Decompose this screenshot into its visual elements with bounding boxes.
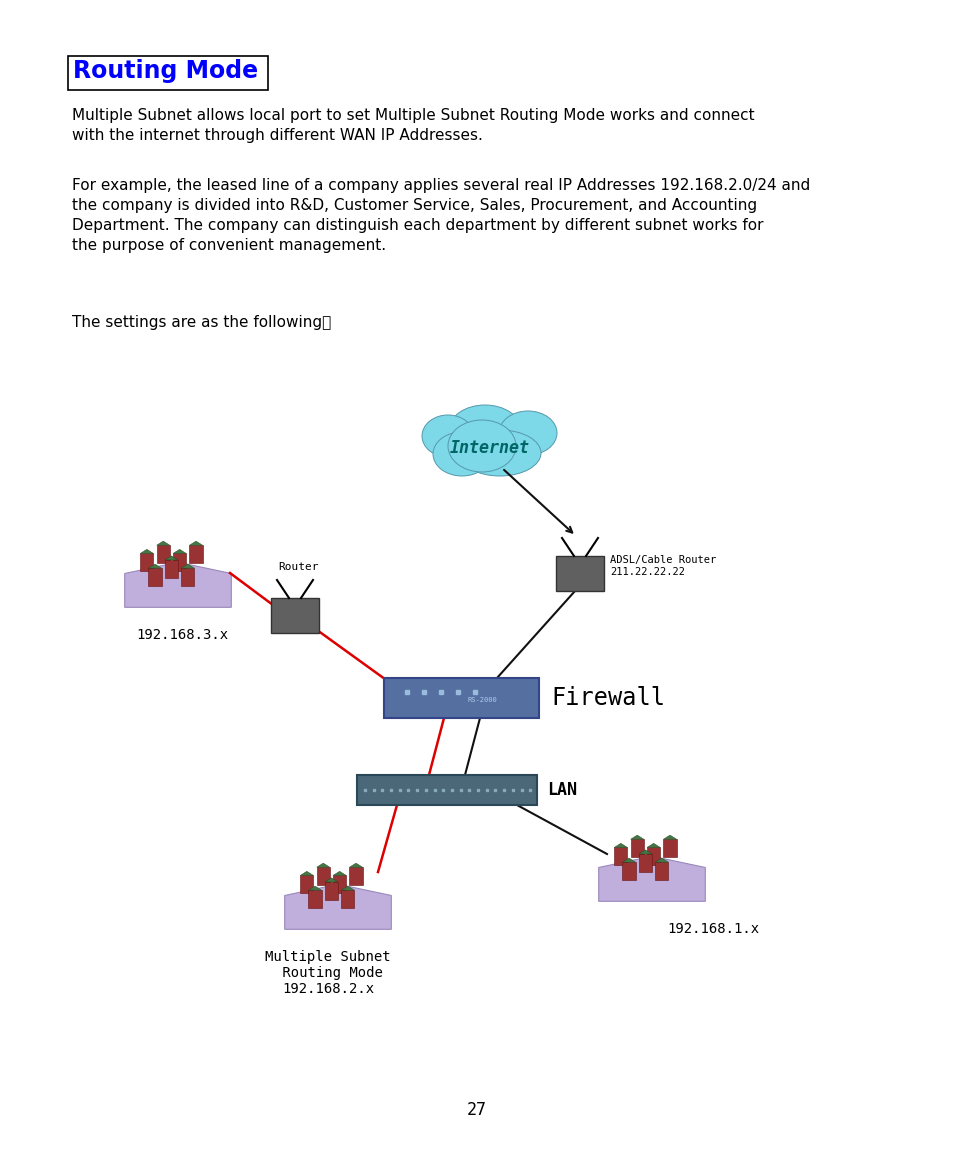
Bar xyxy=(614,848,627,865)
Bar xyxy=(621,862,635,880)
Ellipse shape xyxy=(498,411,557,455)
Text: Internet: Internet xyxy=(450,439,530,457)
Bar xyxy=(181,568,194,587)
Polygon shape xyxy=(621,858,635,862)
Text: Routing Mode: Routing Mode xyxy=(73,59,258,83)
Bar xyxy=(190,545,202,564)
Bar xyxy=(165,560,178,578)
Bar xyxy=(172,553,186,572)
Polygon shape xyxy=(639,850,651,854)
Polygon shape xyxy=(349,863,362,867)
Bar xyxy=(356,775,537,805)
Bar xyxy=(333,875,346,894)
Bar xyxy=(271,598,318,633)
Polygon shape xyxy=(149,564,161,568)
Bar xyxy=(140,553,153,572)
Text: ADSL/Cable Router
211.22.22.22: ADSL/Cable Router 211.22.22.22 xyxy=(609,556,716,576)
Bar xyxy=(556,556,603,591)
Polygon shape xyxy=(300,871,314,875)
Text: the purpose of convenient management.: the purpose of convenient management. xyxy=(71,238,386,253)
Ellipse shape xyxy=(449,405,520,455)
Text: 27: 27 xyxy=(467,1101,486,1119)
Ellipse shape xyxy=(448,420,516,472)
Polygon shape xyxy=(284,885,391,930)
Bar xyxy=(149,568,161,587)
Text: the company is divided into R&D, Customer Service, Sales, Procurement, and Accou: the company is divided into R&D, Custome… xyxy=(71,198,757,213)
Bar xyxy=(639,854,651,872)
Bar xyxy=(341,891,354,908)
Polygon shape xyxy=(598,856,704,901)
Text: The settings are as the following：: The settings are as the following： xyxy=(71,315,331,330)
Bar xyxy=(384,678,539,718)
Ellipse shape xyxy=(433,432,491,476)
Polygon shape xyxy=(341,886,354,891)
Bar xyxy=(655,862,668,880)
Bar xyxy=(349,867,362,885)
Text: LAN: LAN xyxy=(546,781,577,799)
Text: For example, the leased line of a company applies several real IP Addresses 192.: For example, the leased line of a compan… xyxy=(71,178,809,193)
Bar xyxy=(316,867,330,885)
Text: RS-2000: RS-2000 xyxy=(467,696,497,703)
Polygon shape xyxy=(655,858,668,862)
Bar xyxy=(646,848,659,865)
Polygon shape xyxy=(140,550,153,553)
Polygon shape xyxy=(165,556,178,560)
Bar xyxy=(68,55,268,90)
Bar xyxy=(662,840,676,857)
Bar xyxy=(630,840,643,857)
Polygon shape xyxy=(333,871,346,875)
Bar xyxy=(300,875,314,894)
Polygon shape xyxy=(630,835,643,840)
Ellipse shape xyxy=(421,415,474,457)
Polygon shape xyxy=(172,550,186,553)
Polygon shape xyxy=(325,878,337,882)
Polygon shape xyxy=(308,886,321,891)
Polygon shape xyxy=(646,843,659,848)
Text: Department. The company can distinguish each department by different subnet work: Department. The company can distinguish … xyxy=(71,218,762,233)
Polygon shape xyxy=(156,541,170,545)
Bar xyxy=(156,545,170,564)
Polygon shape xyxy=(125,562,231,608)
Bar xyxy=(325,882,337,900)
Bar xyxy=(308,891,321,908)
Polygon shape xyxy=(316,863,330,867)
Text: with the internet through different WAN IP Addresses.: with the internet through different WAN … xyxy=(71,128,482,143)
Text: 192.168.3.x: 192.168.3.x xyxy=(136,628,228,642)
Text: Firewall: Firewall xyxy=(551,686,665,710)
Polygon shape xyxy=(614,843,627,848)
Text: 192.168.1.x: 192.168.1.x xyxy=(666,922,759,936)
Polygon shape xyxy=(190,541,202,545)
Text: Router: Router xyxy=(278,562,319,572)
Text: Multiple Subnet
 Routing Mode
192.168.2.x: Multiple Subnet Routing Mode 192.168.2.x xyxy=(265,951,391,997)
Polygon shape xyxy=(181,564,194,568)
Polygon shape xyxy=(662,835,676,840)
Ellipse shape xyxy=(458,430,540,476)
Text: Multiple Subnet allows local port to set Multiple Subnet Routing Mode works and : Multiple Subnet allows local port to set… xyxy=(71,109,754,122)
